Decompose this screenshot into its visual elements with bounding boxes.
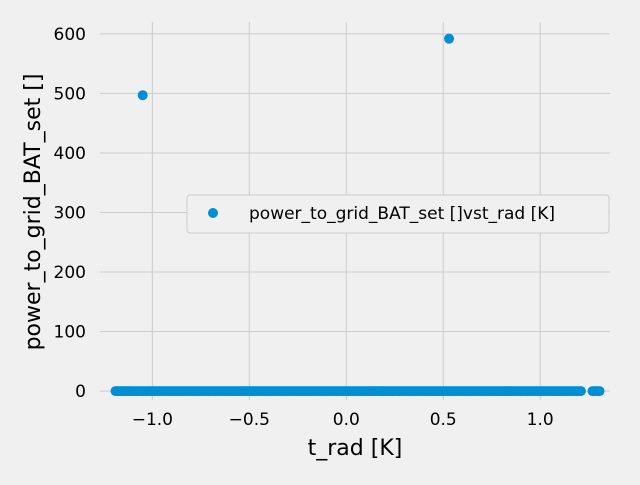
legend: power_to_grid_BAT_set []vst_rad [K] xyxy=(186,194,610,234)
y-axis-label: power_to_grid_BAT_set [] xyxy=(21,74,46,351)
data-point xyxy=(594,386,605,397)
data-point xyxy=(444,33,455,44)
legend-label: power_to_grid_BAT_set []vst_rad [K] xyxy=(249,204,555,224)
data-point xyxy=(137,90,148,101)
x-tick-label: 0.5 xyxy=(430,410,457,430)
y-tick-label: 600 xyxy=(54,25,86,45)
x-tick-label: −1.0 xyxy=(132,410,173,430)
x-axis-label: t_rad [K] xyxy=(308,436,403,461)
y-tick-label: 0 xyxy=(75,382,86,402)
y-tick-label: 100 xyxy=(54,323,86,343)
x-tick-label: 0.0 xyxy=(333,410,360,430)
legend-box xyxy=(186,194,610,234)
y-tick-label: 500 xyxy=(54,84,86,104)
x-tick-label: 1.0 xyxy=(527,410,554,430)
y-tick-labels: 0 100 200 300 400 500 600 xyxy=(54,25,86,402)
data-point xyxy=(575,386,586,397)
legend-marker xyxy=(208,208,218,218)
y-tick-label: 400 xyxy=(54,144,86,164)
y-tick-label: 300 xyxy=(54,203,86,223)
x-tick-labels: −1.0 −0.5 0.0 0.5 1.0 xyxy=(132,410,554,430)
y-tick-label: 200 xyxy=(54,263,86,283)
x-tick-label: −0.5 xyxy=(229,410,270,430)
data-points xyxy=(110,33,605,397)
